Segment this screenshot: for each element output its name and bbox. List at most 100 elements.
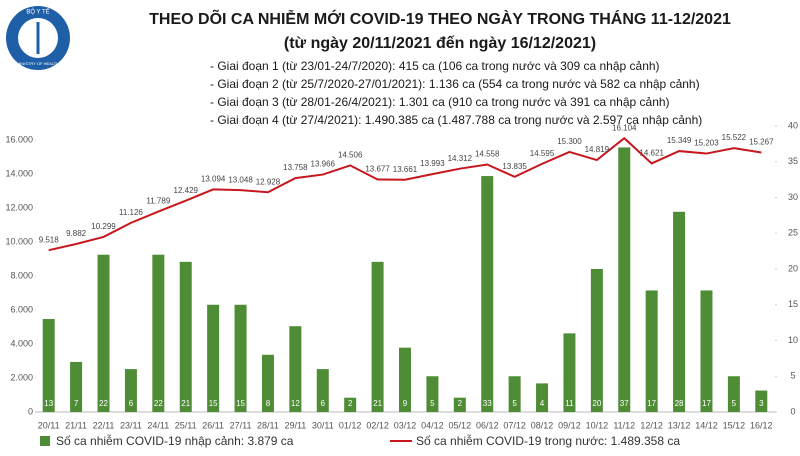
line-label: 10.299	[91, 222, 116, 231]
legend-swatch	[40, 436, 50, 446]
x-tick-label: 10/12	[586, 420, 609, 430]
line-label: 11.126	[119, 208, 143, 217]
bar	[618, 147, 631, 412]
bar-label: 15	[236, 399, 245, 408]
line-label: 15.300	[557, 137, 582, 146]
line-label: 13.661	[393, 165, 418, 174]
line-label: 13.993	[420, 159, 445, 168]
bar	[261, 354, 274, 412]
line-label: 14.621	[639, 149, 664, 158]
bar-label: 21	[181, 399, 190, 408]
line-label: 14.506	[338, 151, 363, 160]
bar	[344, 397, 357, 412]
x-tick-label: 27/11	[230, 420, 252, 430]
y-tick-label: 2.000	[10, 372, 33, 382]
x-tick-label: 08/12	[531, 420, 554, 430]
x-tick-label: 21/11	[65, 420, 87, 430]
bar	[727, 376, 740, 412]
line-label: 15.349	[667, 136, 692, 145]
annotation: - Giai đoạn 4 (từ 27/4/2021): 1.490.385 …	[210, 113, 702, 127]
line-label: 13.758	[283, 163, 308, 172]
line-label: 11.789	[146, 197, 170, 206]
x-tick-label: 23/11	[120, 420, 142, 430]
x-tick-label: 16/12	[750, 420, 773, 430]
y-tick-label: 4.000	[10, 338, 33, 348]
bar	[152, 254, 165, 412]
bar-label: 7	[74, 399, 79, 408]
line-label: 15.522	[722, 133, 747, 142]
y-tick-label: 16.000	[5, 134, 33, 144]
x-tick-label: 04/12	[421, 420, 444, 430]
line-label: 9.882	[66, 229, 87, 238]
bar	[453, 397, 466, 412]
x-tick-label: 22/11	[93, 420, 115, 430]
x-tick-label: 01/12	[339, 420, 362, 430]
bar	[316, 369, 329, 412]
x-tick-label: 24/11	[147, 420, 169, 430]
x-tick-label: 02/12	[366, 420, 389, 430]
bar	[563, 333, 576, 412]
y-tick-label: 0	[28, 406, 33, 416]
line-label: 15.203	[694, 139, 719, 148]
bar-label: 5	[732, 399, 737, 408]
line-label: 14.312	[448, 154, 473, 163]
bar-label: 12	[291, 399, 300, 408]
bar-label: 37	[620, 399, 629, 408]
bar-label: 2	[458, 399, 463, 408]
bar	[755, 390, 768, 412]
line-label: 12.928	[256, 177, 281, 186]
y2-tick-label: 0	[790, 406, 795, 416]
y2-tick-label: 25	[788, 228, 798, 238]
bar	[207, 304, 220, 412]
bar	[508, 376, 521, 412]
x-tick-label: 13/12	[668, 420, 691, 430]
line-label: 12.429	[174, 186, 199, 195]
bar-label: 9	[403, 399, 408, 408]
chart-title: THEO DÕI CA NHIỄM MỚI COVID-19 THEO NGÀY…	[149, 8, 731, 28]
chart-subtitle: (từ ngày 20/11/2021 đến ngày 16/12/2021)	[284, 35, 596, 52]
x-tick-label: 30/11	[312, 420, 334, 430]
y2-tick-label: 35	[788, 156, 798, 166]
bar-label: 5	[512, 399, 517, 408]
annotation: - Giai đoạn 1 (từ 23/01-24/7/2020): 415 …	[210, 59, 660, 73]
legend-label: Số ca nhiễm COVID-19 nhập cảnh: 3.879 ca	[56, 433, 294, 448]
x-tick-label: 05/12	[449, 420, 472, 430]
x-tick-label: 11/12	[613, 420, 635, 430]
x-tick-label: 28/11	[257, 420, 279, 430]
bar-label: 17	[702, 399, 711, 408]
line-label: 9.518	[39, 235, 60, 244]
logo-text: MINISTRY OF HEALTH	[17, 61, 59, 66]
x-tick-label: 15/12	[723, 420, 746, 430]
bar	[399, 347, 411, 412]
bar-label: 20	[592, 399, 601, 408]
x-tick-label: 29/11	[284, 420, 306, 430]
x-tick-label: 26/11	[202, 420, 224, 430]
bar	[179, 261, 192, 412]
bar	[42, 319, 55, 412]
bar	[673, 211, 686, 412]
y2-tick-label: 30	[788, 192, 798, 202]
bar	[536, 383, 549, 412]
bar-label: 33	[483, 399, 492, 408]
y2-tick-label: 40	[788, 120, 798, 130]
bar-label: 22	[99, 399, 108, 408]
bar	[289, 326, 302, 412]
y2-tick-label: 15	[788, 299, 798, 309]
line-label: 13.966	[311, 160, 336, 169]
line-label: 13.094	[201, 175, 226, 184]
bar	[97, 254, 110, 412]
x-tick-label: 20/11	[38, 420, 60, 430]
bar-label: 21	[373, 399, 382, 408]
line	[48, 136, 762, 252]
y-tick-label: 6.000	[10, 304, 33, 314]
bar-label: 15	[209, 399, 218, 408]
y2-tick-label: 20	[788, 263, 798, 273]
x-tick-label: 03/12	[394, 420, 417, 430]
bar-label: 17	[647, 399, 656, 408]
bar-label: 3	[759, 399, 764, 408]
line-label: 16.104	[612, 123, 637, 132]
bar	[590, 269, 603, 412]
legend-label: Số ca nhiễm COVID-19 trong nước: 1.489.3…	[416, 433, 680, 448]
line-label: 13.048	[228, 175, 253, 184]
